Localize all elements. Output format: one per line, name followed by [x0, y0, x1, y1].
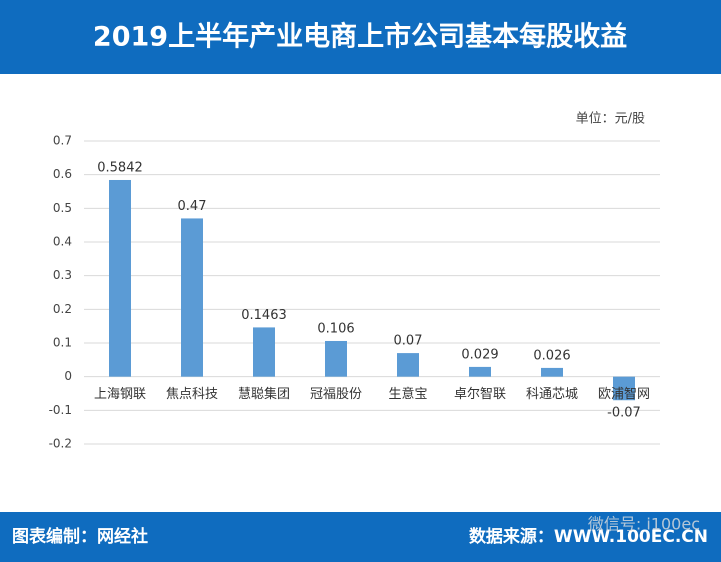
- bar: [613, 376, 635, 401]
- y-tick-label: 0.6: [53, 167, 72, 181]
- footer-left: 图表编制：网经社: [12, 526, 148, 547]
- value-label: 0.47: [178, 199, 207, 214]
- bar: [181, 218, 203, 377]
- x-tick-label: 欧浦智网: [598, 387, 650, 402]
- bar: [397, 353, 419, 377]
- watermark: 微信号: i100ec: [588, 515, 700, 534]
- bar: [253, 327, 275, 377]
- x-tick-label: 冠福股份: [310, 387, 362, 402]
- value-label: 0.07: [394, 334, 423, 349]
- x-tick-label: 慧聪集团: [238, 386, 290, 402]
- y-tick-label: -0.2: [49, 437, 72, 451]
- bar: [325, 340, 347, 377]
- y-tick-label: 0.2: [53, 302, 72, 316]
- y-tick-label: 0: [64, 369, 72, 383]
- y-tick-label: 0.7: [53, 134, 72, 148]
- chart-title: 2019上半年产业电商上市公司基本每股收益: [93, 21, 627, 53]
- y-tick-label: 0.5: [53, 201, 72, 215]
- value-label: 0.5842: [97, 160, 143, 175]
- value-label: 0.106: [317, 321, 354, 336]
- x-tick-label: 生意宝: [388, 386, 427, 402]
- value-label: -0.07: [607, 406, 641, 421]
- x-tick-label: 上海钢联: [94, 387, 146, 402]
- footer-band: [0, 512, 721, 562]
- footer-right: 数据来源：WWW.100EC.CN: [469, 526, 708, 547]
- unit-label: 单位：元/股: [576, 112, 645, 127]
- x-tick-label: 焦点科技: [166, 387, 218, 402]
- bar: [541, 367, 563, 377]
- value-label: 0.026: [533, 348, 570, 363]
- x-tick-label: 科通芯城: [526, 387, 578, 402]
- bar: [469, 366, 491, 377]
- x-tick-label: 卓尔智联: [454, 387, 506, 402]
- y-tick-label: 0.3: [53, 268, 72, 282]
- header-band: [0, 0, 721, 74]
- y-tick-label: 0.1: [53, 336, 72, 350]
- y-tick-label: -0.1: [49, 403, 72, 417]
- value-label: 0.1463: [241, 308, 287, 323]
- value-label: 0.029: [461, 347, 498, 362]
- bar: [109, 179, 131, 377]
- y-tick-label: 0.4: [53, 235, 72, 249]
